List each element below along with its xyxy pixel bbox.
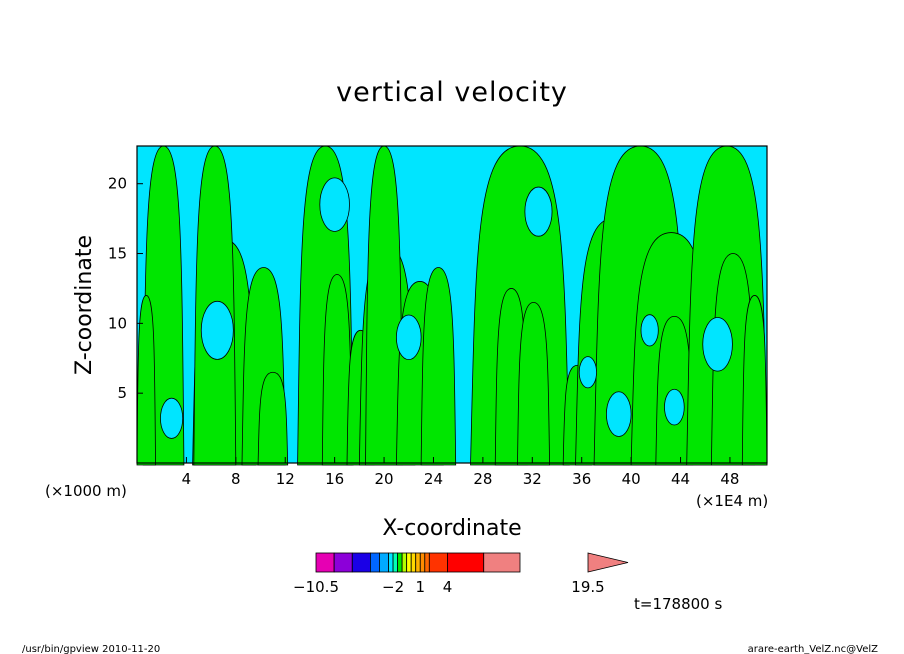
green-region-5 <box>257 371 289 466</box>
cyan-hole-3 <box>396 314 422 361</box>
x-tick-label: 8 <box>231 470 241 488</box>
x-tick-label: 40 <box>622 470 641 488</box>
x-tick-label: 36 <box>572 470 591 488</box>
green-region-23 <box>741 295 768 466</box>
x-tick-label: 4 <box>182 470 192 488</box>
cyan-hole-8 <box>578 356 597 389</box>
x-unit-right: (×1E4 m) <box>696 492 768 510</box>
colorbar-swatch <box>415 552 421 573</box>
time-label: t=178800 s <box>634 595 722 613</box>
colorbar-label: 4 <box>443 578 453 596</box>
colorbar-swatch <box>424 552 430 573</box>
green-region-15 <box>517 302 550 466</box>
green-region-1 <box>136 295 156 466</box>
colorbar-swatch <box>483 552 521 573</box>
colorbar-swatch <box>392 552 399 573</box>
x-tick-label: 44 <box>671 470 690 488</box>
colorbar-swatch <box>351 552 371 573</box>
colorbar-label: −10.5 <box>293 578 339 596</box>
footer-right: arare-earth_VelZ.nc@VelZ <box>748 644 879 654</box>
colorbar-swatch <box>369 552 380 573</box>
colorbar-swatch <box>428 552 448 573</box>
colorbar-swatch <box>397 552 403 573</box>
colorbar-swatch <box>315 552 335 573</box>
colorbar-swatch <box>379 552 389 573</box>
colorbar-label: −2 <box>382 578 404 596</box>
colorbar-label: 19.5 <box>571 578 604 596</box>
y-axis-label: Z-coordinate <box>72 235 97 375</box>
colorbar-swatch <box>333 552 353 573</box>
x-tick-label: 32 <box>523 470 542 488</box>
colorbar-arrow <box>587 552 629 573</box>
y-tick-label: 20 <box>108 175 127 193</box>
cyan-holes <box>160 177 733 439</box>
x-unit-left: (×1000 m) <box>45 482 127 500</box>
x-tick-label: 12 <box>276 470 295 488</box>
x-tick-label: 48 <box>720 470 739 488</box>
colorbar-swatch <box>388 552 394 573</box>
cyan-hole-6 <box>664 388 685 426</box>
cyan-hole-9 <box>640 314 659 347</box>
cyan-hole-4 <box>524 186 553 237</box>
colorbar-labels: −10.5 −2 1 4 19.5 <box>293 578 605 596</box>
colorbar <box>315 552 629 573</box>
x-tick-label: 24 <box>424 470 443 488</box>
x-tick-label: 16 <box>325 470 344 488</box>
plot-frame <box>136 145 768 464</box>
colorbar-swatch <box>447 552 485 573</box>
x-axis-label: X-coordinate <box>382 516 521 541</box>
colorbar-swatch <box>419 552 426 573</box>
y-tick-label: 10 <box>108 314 127 332</box>
y-tick-label: 15 <box>108 245 127 263</box>
green-region-12 <box>420 267 457 466</box>
plot-area <box>136 145 768 466</box>
colorbar-swatch <box>406 552 412 573</box>
colorbar-swatch <box>410 552 417 573</box>
y-axis-ticks: 5 10 15 20 <box>108 175 143 402</box>
x-tick-label: 20 <box>375 470 394 488</box>
cyan-hole-1 <box>200 300 234 360</box>
cyan-hole-2 <box>319 177 350 232</box>
cyan-hole-0 <box>160 397 184 439</box>
x-tick-label: 28 <box>473 470 492 488</box>
cyan-hole-7 <box>702 317 733 372</box>
footer-left: /usr/bin/gpview 2010-11-20 <box>22 644 160 654</box>
colorbar-swatch <box>401 552 408 573</box>
chart-title: vertical velocity <box>336 77 568 108</box>
x-axis-ticks: 4 8 12 16 20 24 28 32 36 40 44 48 <box>182 457 739 488</box>
colorbar-label: 1 <box>415 578 425 596</box>
cyan-hole-5 <box>606 391 632 437</box>
y-tick-label: 5 <box>117 384 127 402</box>
